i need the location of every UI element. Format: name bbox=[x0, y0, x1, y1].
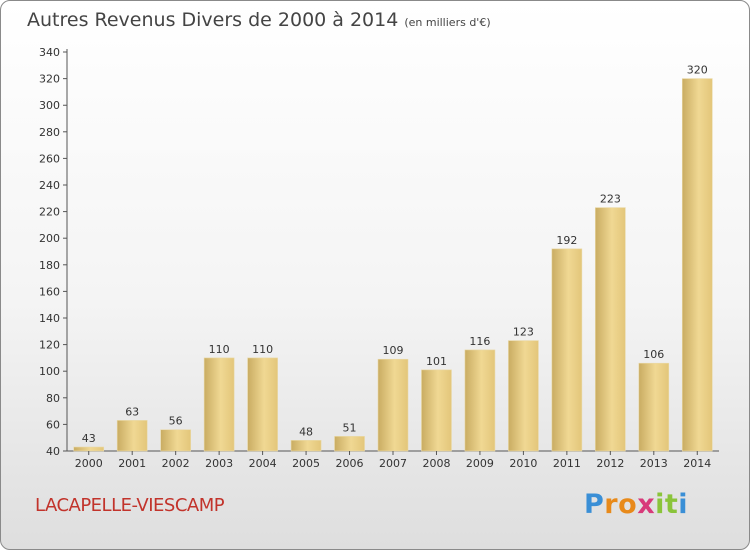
x-tick-label: 2003 bbox=[205, 457, 233, 470]
logo-letter: i bbox=[655, 489, 665, 520]
chart-unit: (en milliers d'€) bbox=[404, 16, 491, 29]
bar-value-label: 48 bbox=[299, 425, 313, 438]
bar bbox=[334, 436, 365, 452]
bar bbox=[247, 357, 278, 452]
logo-letter: P bbox=[584, 489, 605, 520]
x-tick-label: 2004 bbox=[249, 457, 277, 470]
bar bbox=[421, 369, 452, 452]
y-tick-label: 60 bbox=[46, 418, 60, 431]
bar-value-label: 43 bbox=[82, 432, 96, 445]
bar bbox=[638, 362, 670, 452]
bar-value-label: 51 bbox=[343, 421, 357, 434]
logo-letter: x bbox=[637, 489, 656, 520]
y-tick-label: 40 bbox=[46, 445, 60, 458]
x-tick-label: 2007 bbox=[379, 457, 407, 470]
bar bbox=[290, 440, 322, 452]
bar-value-label: 123 bbox=[513, 326, 534, 339]
bar-value-label: 320 bbox=[687, 64, 708, 77]
y-tick-label: 200 bbox=[39, 232, 60, 245]
y-tick-label: 260 bbox=[39, 152, 60, 165]
y-tick-label: 220 bbox=[39, 206, 60, 219]
y-tick-label: 120 bbox=[39, 339, 60, 352]
x-tick-label: 2005 bbox=[292, 457, 320, 470]
bar-value-label: 101 bbox=[426, 355, 447, 368]
x-tick-label: 2009 bbox=[466, 457, 494, 470]
chart-title: Autres Revenus Divers de 2000 à 2014 (en … bbox=[27, 9, 491, 31]
logo-letter: r bbox=[604, 489, 619, 520]
bar-value-label: 116 bbox=[469, 335, 490, 348]
bar-value-label: 56 bbox=[169, 415, 183, 428]
x-tick-label: 2013 bbox=[640, 457, 668, 470]
y-tick-label: 300 bbox=[39, 99, 60, 112]
bar-value-label: 109 bbox=[383, 344, 404, 357]
bar bbox=[116, 420, 148, 452]
x-tick-label: 2000 bbox=[75, 457, 103, 470]
proxiti-logo: Proxiti bbox=[584, 489, 688, 520]
bar bbox=[73, 446, 105, 452]
y-tick-label: 240 bbox=[39, 179, 60, 192]
x-tick-label: 2008 bbox=[422, 457, 450, 470]
x-tick-label: 2011 bbox=[553, 457, 581, 470]
y-tick-label: 80 bbox=[46, 392, 60, 405]
bar bbox=[595, 207, 626, 452]
x-tick-label: 2002 bbox=[162, 457, 190, 470]
bar bbox=[681, 78, 713, 452]
bar bbox=[464, 349, 496, 452]
bar-value-label: 110 bbox=[209, 343, 230, 356]
logo-letter: o bbox=[618, 489, 638, 520]
bar-value-label: 223 bbox=[600, 193, 621, 206]
bar bbox=[551, 248, 583, 452]
logo-letter: t bbox=[664, 489, 679, 520]
bar bbox=[203, 357, 235, 452]
x-tick-label: 2006 bbox=[336, 457, 364, 470]
y-tick-label: 160 bbox=[39, 285, 60, 298]
y-tick-label: 140 bbox=[39, 312, 60, 325]
chart-title-text: Autres Revenus Divers de 2000 à 2014 bbox=[27, 9, 399, 31]
bar bbox=[508, 340, 539, 452]
y-tick-label: 320 bbox=[39, 73, 60, 86]
x-tick-label: 2014 bbox=[683, 457, 711, 470]
bar-value-label: 192 bbox=[556, 234, 577, 247]
commune-name: LACAPELLE-VIESCAMP bbox=[35, 495, 225, 516]
y-tick-label: 340 bbox=[39, 46, 60, 59]
y-tick-label: 180 bbox=[39, 259, 60, 272]
bar bbox=[377, 358, 409, 452]
y-tick-label: 100 bbox=[39, 365, 60, 378]
bar-value-label: 63 bbox=[125, 405, 139, 418]
x-tick-label: 2010 bbox=[509, 457, 537, 470]
y-tick-label: 280 bbox=[39, 126, 60, 139]
x-tick-label: 2012 bbox=[596, 457, 624, 470]
bar-value-label: 106 bbox=[643, 348, 664, 361]
bar-value-label: 110 bbox=[252, 343, 273, 356]
logo-letter: i bbox=[678, 489, 689, 520]
bar bbox=[160, 429, 191, 452]
x-tick-label: 2001 bbox=[118, 457, 146, 470]
